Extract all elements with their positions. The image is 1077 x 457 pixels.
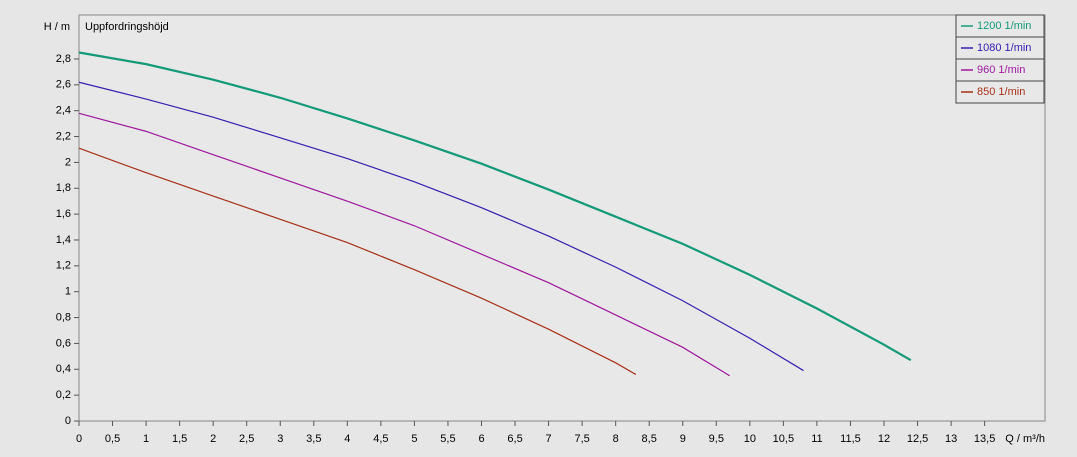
y-tick-label: 2 [65, 156, 71, 168]
x-tick-label: 10 [744, 433, 756, 445]
x-tick-label: 7 [546, 433, 552, 445]
x-tick-label: 2,5 [239, 433, 254, 445]
y-tick-label: 1 [65, 286, 71, 298]
x-tick-label: 3,5 [306, 433, 321, 445]
y-tick-label: 0 [65, 415, 71, 427]
x-tick-label: 1,5 [172, 433, 187, 445]
x-tick-label: 5,5 [440, 433, 455, 445]
x-tick-label: 12,5 [907, 433, 928, 445]
legend-label: 1200 1/min [977, 20, 1031, 32]
line [78, 81, 804, 372]
x-tick-label: 1 [143, 433, 149, 445]
y-tick-label: 0,6 [56, 337, 71, 349]
x-tick-label: 9,5 [709, 433, 724, 445]
y-tick-label: 2,4 [56, 105, 71, 117]
line [78, 51, 912, 362]
y-tick-label: 1,2 [56, 260, 71, 272]
x-tick-label: 4,5 [373, 433, 388, 445]
x-tick-label: 4 [344, 433, 350, 445]
y-tick-label: 2,6 [56, 79, 71, 91]
y-tick-label: 2,8 [56, 53, 71, 65]
x-tick-label: 5 [411, 433, 417, 445]
x-tick-label: 13 [945, 433, 957, 445]
line [78, 112, 731, 377]
x-tick-label: 10,5 [773, 433, 794, 445]
x-tick-label: 13,5 [974, 433, 995, 445]
x-tick-label: 9 [680, 433, 686, 445]
x-axis-label: Q / m³/h [1005, 433, 1045, 445]
legend-label: 960 1/min [977, 64, 1025, 76]
legend-label: 1080 1/min [977, 42, 1031, 54]
x-tick-label: 7,5 [574, 433, 589, 445]
y-tick-label: 0,8 [56, 311, 71, 323]
x-tick-label: 0,5 [105, 433, 120, 445]
x-tick-label: 3 [277, 433, 283, 445]
x-tick-label: 0 [76, 433, 82, 445]
legend-label: 850 1/min [977, 86, 1025, 98]
annotation: Uppfordringshöjd [85, 21, 169, 33]
line [78, 147, 637, 375]
x-tick-label: 6 [478, 433, 484, 445]
x-tick-label: 11 [811, 433, 822, 445]
y-tick-label: 0,4 [56, 363, 71, 375]
x-tick-label: 12 [878, 433, 890, 445]
x-tick-label: 8,5 [642, 433, 657, 445]
y-tick-label: 1,6 [56, 208, 71, 220]
y-tick-label: 2,2 [56, 130, 71, 142]
y-tick-label: 1,4 [56, 234, 71, 246]
x-tick-label: 8 [613, 433, 619, 445]
y-axis-label: H / m [44, 21, 70, 33]
y-tick-label: 0,2 [56, 389, 71, 401]
y-tick-label: 1,8 [56, 182, 71, 194]
x-tick-label: 11,5 [840, 433, 861, 445]
x-tick-label: 2 [210, 433, 216, 445]
x-tick-label: 6,5 [507, 433, 522, 445]
plot-area [78, 14, 1046, 422]
